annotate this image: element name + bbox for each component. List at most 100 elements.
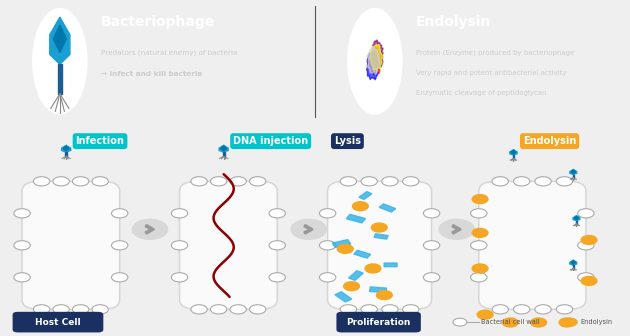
Circle shape bbox=[502, 318, 518, 327]
Circle shape bbox=[14, 241, 30, 250]
Circle shape bbox=[291, 219, 326, 239]
Circle shape bbox=[423, 241, 440, 250]
Polygon shape bbox=[346, 214, 365, 223]
Text: → infect and kill bacteria: → infect and kill bacteria bbox=[101, 71, 202, 77]
Text: Infection: Infection bbox=[76, 136, 125, 146]
Circle shape bbox=[492, 177, 508, 186]
Polygon shape bbox=[571, 170, 576, 173]
Polygon shape bbox=[374, 234, 388, 239]
Circle shape bbox=[471, 209, 487, 218]
Text: Bacteriophage: Bacteriophage bbox=[101, 15, 215, 29]
FancyBboxPatch shape bbox=[180, 181, 277, 309]
Polygon shape bbox=[510, 150, 517, 155]
Polygon shape bbox=[570, 260, 576, 265]
Circle shape bbox=[33, 305, 50, 314]
Circle shape bbox=[578, 209, 594, 218]
Circle shape bbox=[249, 305, 266, 314]
Circle shape bbox=[535, 177, 551, 186]
Circle shape bbox=[33, 177, 50, 186]
Circle shape bbox=[249, 177, 266, 186]
Polygon shape bbox=[513, 155, 514, 159]
Circle shape bbox=[210, 305, 227, 314]
FancyBboxPatch shape bbox=[328, 181, 432, 309]
Circle shape bbox=[403, 305, 419, 314]
FancyBboxPatch shape bbox=[336, 312, 421, 332]
Circle shape bbox=[453, 318, 467, 326]
Text: Very rapid and potent antibacterial activity: Very rapid and potent antibacterial acti… bbox=[416, 70, 566, 76]
Circle shape bbox=[423, 209, 440, 218]
Circle shape bbox=[72, 305, 89, 314]
Circle shape bbox=[492, 305, 508, 314]
Circle shape bbox=[556, 177, 573, 186]
Polygon shape bbox=[367, 52, 379, 80]
Circle shape bbox=[353, 202, 368, 211]
Circle shape bbox=[535, 305, 551, 314]
Polygon shape bbox=[574, 216, 579, 220]
Polygon shape bbox=[573, 265, 574, 268]
Circle shape bbox=[171, 241, 188, 250]
Circle shape bbox=[578, 273, 594, 282]
Text: Endolysin: Endolysin bbox=[580, 319, 612, 325]
Circle shape bbox=[382, 305, 398, 314]
Circle shape bbox=[423, 273, 440, 282]
Circle shape bbox=[361, 177, 377, 186]
Polygon shape bbox=[65, 152, 67, 157]
Circle shape bbox=[230, 305, 246, 314]
Circle shape bbox=[230, 177, 246, 186]
Circle shape bbox=[403, 177, 419, 186]
Polygon shape bbox=[359, 192, 372, 200]
Circle shape bbox=[338, 244, 353, 253]
Circle shape bbox=[563, 318, 577, 326]
Circle shape bbox=[472, 264, 488, 273]
Circle shape bbox=[531, 318, 547, 327]
Text: Enzymatic cleavage of peptidoglycan: Enzymatic cleavage of peptidoglycan bbox=[416, 89, 546, 95]
Text: Bacterial cell wall: Bacterial cell wall bbox=[481, 319, 539, 325]
Circle shape bbox=[439, 219, 474, 239]
Circle shape bbox=[53, 177, 69, 186]
FancyBboxPatch shape bbox=[479, 181, 586, 309]
Circle shape bbox=[581, 236, 597, 244]
Circle shape bbox=[348, 9, 402, 114]
Text: Protein (Enzyme) produced by bacteriophage: Protein (Enzyme) produced by bacteriopha… bbox=[416, 49, 574, 55]
Circle shape bbox=[269, 273, 285, 282]
Text: Endolysin: Endolysin bbox=[523, 136, 576, 146]
Circle shape bbox=[471, 273, 487, 282]
Polygon shape bbox=[384, 263, 397, 267]
Circle shape bbox=[269, 241, 285, 250]
Circle shape bbox=[319, 273, 336, 282]
Text: Predators (natural enemy) of bacteria: Predators (natural enemy) of bacteria bbox=[101, 49, 237, 55]
Circle shape bbox=[340, 177, 357, 186]
Circle shape bbox=[578, 241, 594, 250]
Circle shape bbox=[513, 305, 530, 314]
Circle shape bbox=[340, 305, 357, 314]
Polygon shape bbox=[369, 46, 381, 75]
Circle shape bbox=[112, 241, 128, 250]
Polygon shape bbox=[62, 145, 71, 152]
Polygon shape bbox=[511, 151, 516, 154]
Circle shape bbox=[319, 209, 336, 218]
Circle shape bbox=[269, 209, 285, 218]
Circle shape bbox=[14, 273, 30, 282]
Polygon shape bbox=[370, 44, 382, 73]
Circle shape bbox=[319, 241, 336, 250]
Polygon shape bbox=[372, 40, 383, 71]
Circle shape bbox=[112, 209, 128, 218]
Circle shape bbox=[513, 177, 530, 186]
Polygon shape bbox=[379, 204, 396, 212]
Circle shape bbox=[365, 264, 381, 273]
Text: Host Cell: Host Cell bbox=[35, 318, 81, 327]
Circle shape bbox=[471, 241, 487, 250]
Circle shape bbox=[33, 9, 87, 114]
Circle shape bbox=[191, 177, 207, 186]
Polygon shape bbox=[222, 152, 225, 157]
Polygon shape bbox=[335, 292, 352, 302]
Polygon shape bbox=[354, 250, 370, 258]
Circle shape bbox=[478, 310, 493, 319]
Circle shape bbox=[556, 305, 573, 314]
Polygon shape bbox=[63, 146, 69, 151]
Polygon shape bbox=[570, 169, 576, 175]
Polygon shape bbox=[573, 175, 574, 178]
Circle shape bbox=[377, 291, 392, 300]
Circle shape bbox=[210, 177, 227, 186]
Text: Endolysin: Endolysin bbox=[416, 15, 491, 29]
